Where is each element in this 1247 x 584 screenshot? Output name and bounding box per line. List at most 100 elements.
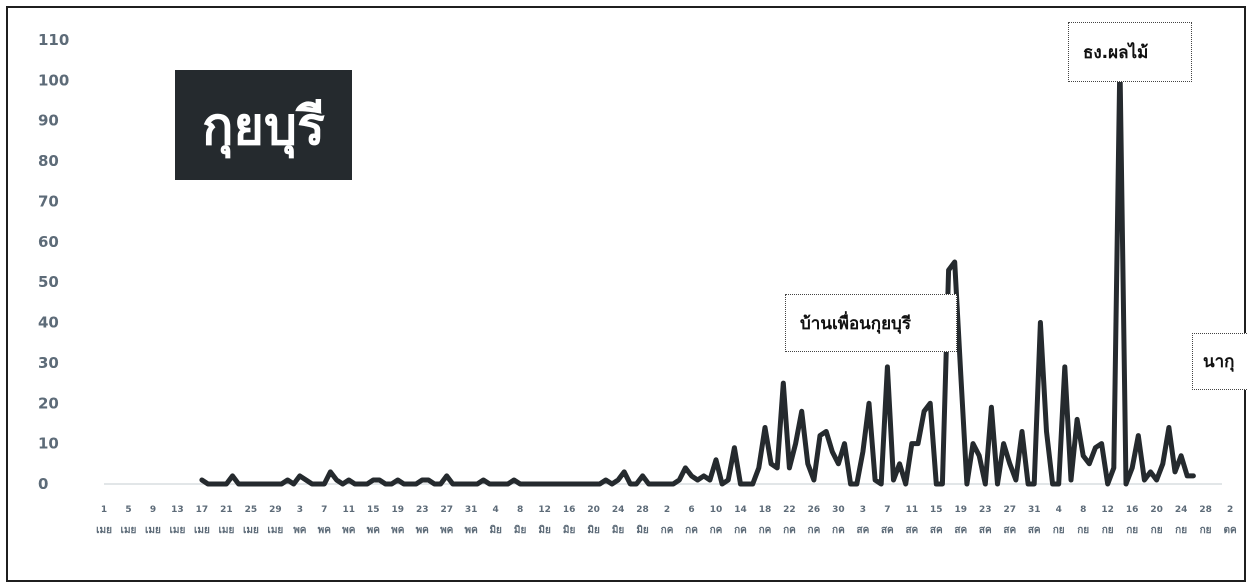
x-tick-month: พค [416, 525, 430, 536]
x-tick-month: มิย [538, 524, 551, 536]
x-tick-month: กย [1175, 525, 1187, 536]
x-tick-month: พค [367, 525, 381, 536]
x-tick-month: กค [685, 525, 698, 536]
x-tick-day: 14 [734, 505, 747, 515]
x-tick-day: 25 [245, 505, 258, 515]
y-tick-label: 0 [38, 475, 48, 493]
x-tick-day: 23 [979, 505, 992, 515]
x-tick-month: มิย [563, 524, 576, 536]
x-tick-month: กค [710, 525, 723, 536]
x-tick-month: เมย [170, 525, 186, 536]
x-tick-day: 29 [269, 505, 282, 515]
x-tick-month: พค [318, 525, 332, 536]
x-tick-month: เมย [96, 525, 112, 536]
y-tick-label: 30 [38, 354, 59, 372]
x-tick-day: 11 [906, 505, 919, 515]
x-tick-day: 28 [636, 505, 649, 515]
x-tick-month: สค [881, 525, 894, 536]
x-tick-day: 22 [783, 505, 796, 515]
x-tick-month: เมย [243, 525, 259, 536]
x-tick-day: 31 [1028, 505, 1041, 515]
chart-title: กุยบุรี [175, 70, 352, 180]
x-tick-month: มิย [489, 524, 502, 536]
x-tick-day: 18 [759, 505, 772, 515]
x-tick-day: 27 [440, 505, 453, 515]
x-tick-day: 1 [101, 505, 107, 515]
y-tick-label: 10 [38, 435, 59, 453]
x-tick-month: พค [391, 525, 405, 536]
x-tick-month: พค [293, 525, 307, 536]
x-tick-day: 20 [1150, 505, 1163, 515]
x-tick-month: สค [905, 525, 918, 536]
x-axis: 1 เมย 5 เมย 9 เมย 13 เมย 17 เมย 21 เมย 25 เมย 29 เมย 3 พค… [96, 505, 1237, 536]
y-tick-label: 50 [38, 273, 59, 291]
x-tick-day: 11 [343, 505, 356, 515]
x-tick-month: กค [783, 525, 796, 536]
x-tick-day: 4 [1056, 505, 1062, 515]
x-tick-month: พค [465, 525, 479, 536]
x-tick-day: 21 [220, 505, 233, 515]
x-tick-day: 4 [493, 505, 499, 515]
x-tick-day: 24 [1175, 505, 1188, 515]
y-tick-label: 70 [38, 192, 59, 210]
x-tick-month: มิย [514, 524, 527, 536]
x-tick-month: สค [1003, 525, 1016, 536]
x-tick-day: 19 [391, 505, 404, 515]
x-tick-month: เมย [194, 525, 210, 536]
series-line [199, 57, 1196, 487]
annotation-label: บ้านเพื่อนกุยบุรี [785, 294, 957, 352]
x-tick-month: เมย [267, 525, 283, 536]
x-tick-month: กค [808, 525, 821, 536]
x-tick-day: 10 [710, 505, 723, 515]
y-tick-label: 90 [38, 112, 59, 130]
y-tick-label: 60 [38, 233, 59, 251]
x-tick-month: พค [342, 525, 356, 536]
x-tick-day: 12 [1101, 505, 1114, 515]
annotation-label: ธง.ผลไม้ [1068, 22, 1192, 82]
x-tick-month: กย [1053, 525, 1065, 536]
x-tick-day: 8 [517, 505, 523, 515]
x-tick-day: 2 [664, 505, 670, 515]
x-tick-month: สค [856, 525, 869, 536]
x-tick-day: 6 [688, 505, 694, 515]
x-tick-day: 16 [1126, 505, 1139, 515]
x-tick-month: กค [832, 525, 845, 536]
y-tick-label: 110 [38, 31, 69, 49]
x-tick-day: 8 [1080, 505, 1086, 515]
x-tick-day: 16 [563, 505, 576, 515]
x-tick-day: 7 [884, 505, 890, 515]
x-tick-month: สค [954, 525, 967, 536]
x-tick-day: 31 [465, 505, 478, 515]
x-tick-month: กค [759, 525, 772, 536]
x-tick-day: 26 [808, 505, 821, 515]
x-tick-month: กย [1126, 525, 1138, 536]
y-axis: 0 10 20 30 40 50 60 70 80 90 100 110 [38, 31, 69, 493]
x-tick-month: กย [1200, 525, 1212, 536]
x-tick-month: มิย [612, 524, 625, 536]
x-tick-day: 15 [367, 505, 380, 515]
x-tick-day: 3 [860, 505, 866, 515]
x-tick-day: 13 [171, 505, 184, 515]
x-tick-day: 20 [587, 505, 600, 515]
x-tick-day: 23 [416, 505, 429, 515]
x-tick-day: 30 [832, 505, 845, 515]
x-tick-month: เมย [121, 525, 137, 536]
annotation-label: นากุ [1192, 333, 1247, 390]
x-tick-month: พค [440, 525, 454, 536]
x-tick-day: 24 [612, 505, 625, 515]
x-tick-day: 9 [150, 505, 156, 515]
x-tick-month: กค [734, 525, 747, 536]
x-tick-month: สค [930, 525, 943, 536]
x-tick-day: 12 [538, 505, 551, 515]
y-tick-label: 40 [38, 314, 59, 332]
x-tick-day: 7 [321, 505, 327, 515]
x-tick-month: มิย [587, 524, 600, 536]
x-tick-day: 15 [930, 505, 943, 515]
x-tick-month: สค [979, 525, 992, 536]
x-tick-day: 28 [1199, 505, 1212, 515]
x-tick-day: 17 [196, 505, 209, 515]
y-tick-label: 80 [38, 152, 59, 170]
x-tick-month: กย [1151, 525, 1163, 536]
x-tick-month: กย [1077, 525, 1089, 536]
x-tick-day: 2 [1227, 505, 1233, 515]
